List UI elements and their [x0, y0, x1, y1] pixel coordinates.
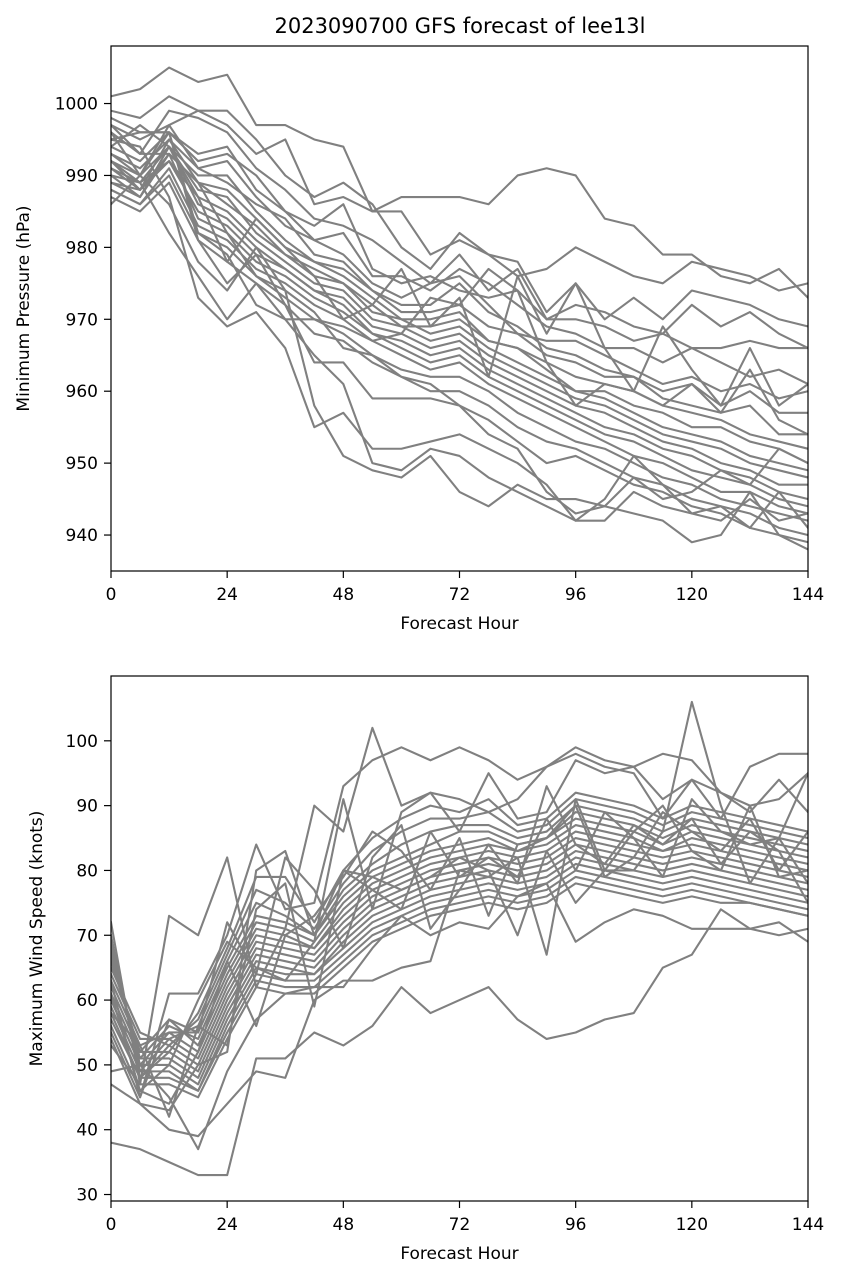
- pressure-y-tick-label: 960: [66, 382, 98, 402]
- wind-y-tick-label: 80: [76, 861, 98, 881]
- wind-x-tick-label: 48: [333, 1215, 355, 1235]
- wind-y-tick-label: 90: [76, 797, 98, 817]
- wind-series-line-1: [111, 908, 808, 1177]
- pressure-plot: 0 24 48 72 96 120 144 940 950 960 970 980 990 1000 For…: [14, 45, 824, 634]
- pressure-y-tick-label: 970: [66, 310, 98, 330]
- wind-plot: 0 24 48 72 96 120 144 30 40 50 60 70 80 90 100 Forecast…: [27, 675, 824, 1264]
- pressure-x-tick-label: 120: [676, 585, 708, 605]
- pressure-series-line-10: [111, 138, 808, 450]
- pressure-x-tick-label: 72: [449, 585, 471, 605]
- pressure-x-tick-label: 0: [106, 585, 117, 605]
- wind-series-group: [111, 700, 808, 1177]
- wind-y-tick-label: 70: [76, 926, 98, 946]
- pressure-y-axis-label: Minimum Pressure (hPa): [14, 205, 34, 411]
- wind-series-line-21: [111, 882, 808, 1099]
- wind-series-line-25: [111, 798, 808, 1118]
- wind-x-tick-label: 96: [565, 1215, 587, 1235]
- pressure-x-axis-label: Forecast Hour: [400, 614, 518, 634]
- wind-series-line-19: [111, 869, 808, 1092]
- pressure-series-line-26: [111, 124, 808, 407]
- pressure-x-tick-label: 96: [565, 585, 587, 605]
- pressure-series-line-7: [111, 138, 808, 400]
- pressure-series-line-17: [111, 167, 808, 515]
- pressure-x-tick-label: 48: [333, 585, 355, 605]
- pressure-series-line-4: [111, 109, 808, 350]
- pressure-series-line-12: [111, 152, 808, 472]
- wind-y-axis-label: Maximum Wind Speed (knots): [27, 811, 47, 1067]
- wind-x-tick-label: 144: [792, 1215, 824, 1235]
- pressure-x-tick-label: 24: [216, 585, 238, 605]
- wind-series-line-8: [111, 798, 808, 1079]
- wind-series-line-12: [111, 824, 808, 1053]
- pressure-series-line-25: [111, 116, 808, 436]
- pressure-y-tick-label: 990: [66, 166, 98, 186]
- pressure-series-line-24: [111, 130, 808, 515]
- wind-series-line-15: [111, 843, 808, 1066]
- pressure-series-line-13: [111, 160, 808, 479]
- wind-series-line-17: [111, 856, 808, 1079]
- wind-series-line-24: [111, 804, 808, 1105]
- wind-axes-frame: [110, 675, 809, 1202]
- pressure-series-line-2: [111, 95, 808, 292]
- wind-x-tick-label: 24: [216, 1215, 238, 1235]
- chart-title: 2023090700 GFS forecast of lee13l: [274, 14, 645, 38]
- wind-x-tick-label: 0: [106, 1215, 117, 1235]
- wind-x-axis-label: Forecast Hour: [400, 1244, 518, 1264]
- pressure-series-line-23: [111, 159, 808, 522]
- pressure-series-line-14: [111, 145, 808, 486]
- wind-series-line-22: [111, 804, 808, 1112]
- wind-series-line-3: [111, 882, 808, 1151]
- pressure-y-tick-label: 940: [66, 526, 98, 546]
- pressure-y-tick-label: 980: [66, 238, 98, 258]
- wind-y-tick-label: 40: [76, 1121, 98, 1141]
- pressure-y-tick-label: 1000: [55, 95, 98, 115]
- pressure-series-line-6: [111, 131, 808, 386]
- wind-x-tick-label: 72: [449, 1215, 471, 1235]
- wind-series-line-2: [111, 700, 808, 1138]
- pressure-series-line-18: [111, 174, 808, 522]
- wind-y-tick-label: 100: [66, 732, 98, 752]
- pressure-series-group: [111, 66, 808, 551]
- pressure-series-line-11: [111, 145, 808, 465]
- pressure-series-line-15: [111, 160, 808, 501]
- pressure-series-line-21: [111, 123, 808, 551]
- pressure-x-tick-label: 144: [792, 585, 824, 605]
- wind-series-line-5: [111, 746, 808, 1099]
- wind-series-line-10: [111, 811, 808, 1066]
- wind-y-tick-label: 60: [76, 991, 98, 1011]
- wind-series-line-7: [111, 791, 808, 1079]
- pressure-series-line-3: [111, 109, 808, 328]
- wind-x-tick-label: 120: [676, 1215, 708, 1235]
- wind-series-line-20: [111, 875, 808, 1092]
- pressure-y-tick-label: 950: [66, 454, 98, 474]
- wind-series-line-23: [111, 785, 808, 1099]
- wind-y-tick-label: 50: [76, 1056, 98, 1076]
- pressure-series-line-1: [111, 66, 808, 300]
- wind-y-tick-label: 30: [76, 1186, 98, 1206]
